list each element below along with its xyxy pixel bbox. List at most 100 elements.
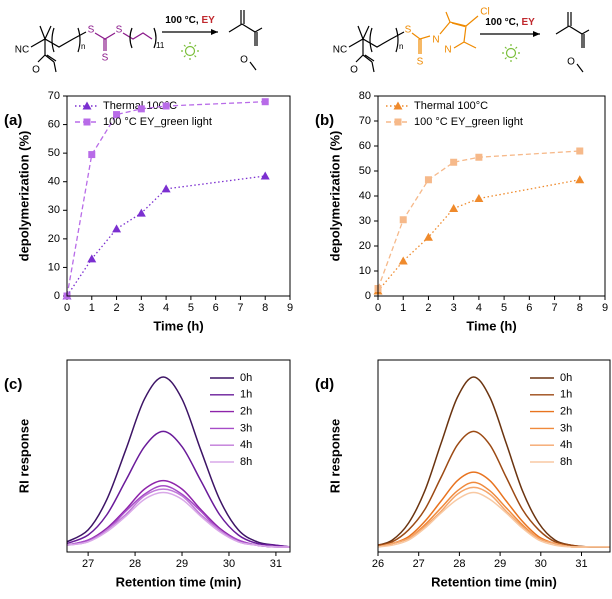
legend-label: 2h	[240, 406, 252, 418]
panel-label: (d)	[315, 376, 334, 393]
marker	[450, 158, 458, 166]
x-tick-label: 29	[176, 558, 188, 570]
y-tick-label: 40	[48, 176, 60, 188]
x-tick-label: 28	[129, 558, 141, 570]
y-tick-label: 60	[359, 140, 371, 152]
x-axis-title: Time (h)	[153, 318, 203, 333]
marker	[575, 175, 585, 184]
plot-frame	[66, 359, 291, 553]
legend-label: 2h	[560, 406, 572, 418]
atom-label: O	[350, 65, 358, 76]
series-line	[66, 479, 291, 548]
series-line	[66, 491, 291, 548]
x-tick-label: 8	[577, 302, 583, 314]
bonds	[411, 32, 431, 54]
legend-marker	[83, 118, 91, 126]
series-line	[66, 376, 291, 548]
series-line	[377, 430, 611, 548]
marker	[399, 216, 407, 224]
y-tick-label: 20	[48, 233, 60, 245]
y-tick-label: 30	[48, 204, 60, 216]
marker	[424, 176, 432, 184]
legend-marker	[82, 101, 92, 110]
atom-label: O	[32, 65, 40, 76]
x-tick-label: 31	[270, 558, 282, 570]
marker	[475, 153, 483, 161]
series-line	[66, 484, 291, 548]
condition-temp: 100 °C,	[485, 17, 521, 28]
series-line	[66, 101, 266, 297]
x-tick-label: 0	[64, 302, 70, 314]
x-tick-label: 5	[188, 302, 194, 314]
plot: (d) 26 27 28 29 30 31 Retention time (min) RI re…	[315, 359, 611, 589]
x-tick-label: 27	[413, 558, 425, 570]
ring	[439, 11, 479, 49]
marker	[260, 171, 270, 180]
plot: (b) 0 1 2 3 4 5 6 7 8 9 0 10 20 30 40 50 60 70 80 Time (h) de…	[315, 90, 608, 334]
plot-frame	[377, 95, 606, 297]
x-axis-title: Time (h)	[466, 318, 516, 333]
y-tick-label: 70	[359, 115, 371, 127]
panel-label: (a)	[4, 112, 22, 129]
atom-label: NC	[15, 45, 29, 56]
bonds	[228, 10, 263, 46]
series-line	[66, 430, 291, 548]
condition-temp: 100 °C,	[165, 15, 201, 26]
plot: (a) 0 1 2 3 4 5 6 7 8 9 0 10 20 30 40 50 60 70 Time (h) depo…	[4, 90, 293, 334]
x-tick-label: 3	[451, 302, 457, 314]
y-axis-title: RI response	[16, 419, 31, 493]
marker	[137, 105, 145, 113]
marker	[449, 204, 459, 212]
legend-label: 1h	[240, 389, 252, 401]
bonds	[348, 25, 405, 73]
y-tick-label: 40	[359, 190, 371, 202]
legend-label: 100 °C EY_green light	[103, 116, 212, 128]
marker	[113, 111, 121, 119]
series-line	[66, 175, 266, 297]
series-line	[377, 150, 580, 289]
marker	[162, 102, 170, 110]
atom-label: N	[444, 45, 451, 56]
y-axis-title: depolymerization (%)	[327, 131, 342, 262]
x-tick-label: 7	[237, 302, 243, 314]
x-axis-title: Retention time (min)	[431, 574, 557, 589]
x-tick-label: 7	[551, 302, 557, 314]
x-tick-label: 1	[400, 302, 406, 314]
arrow-head	[211, 29, 218, 35]
y-tick-label: 30	[359, 215, 371, 227]
bonds	[555, 12, 590, 48]
legend-label: 0h	[240, 372, 252, 384]
atom-label: n	[399, 42, 403, 51]
x-tick-label: 6	[213, 302, 219, 314]
atom-label: 11	[156, 41, 165, 50]
plot: (c) 27 28 29 30 31 Retention time (min) RI resp…	[4, 359, 291, 589]
marker	[576, 147, 584, 155]
scheme-right: NC O n S S N N Cl 100 °C, EY O	[333, 7, 590, 76]
legend-label: 100 °C EY_green light	[414, 116, 523, 128]
atom-label: NC	[333, 45, 347, 56]
atom-label: S	[88, 25, 95, 36]
marker	[261, 98, 269, 106]
marker	[88, 151, 96, 159]
bracket	[369, 27, 399, 53]
panel-label: (c)	[4, 376, 22, 393]
bonds	[576, 63, 584, 73]
catalyst: EY	[521, 17, 535, 28]
atom-label: O	[567, 57, 575, 68]
y-tick-label: 50	[48, 147, 60, 159]
y-tick-label: 0	[365, 290, 371, 302]
x-tick-label: 9	[602, 302, 608, 314]
x-tick-label: 1	[89, 302, 95, 314]
catalyst: EY	[201, 15, 215, 26]
y-tick-label: 60	[48, 118, 60, 130]
plot-frame	[66, 95, 291, 297]
y-axis-title: depolymerization (%)	[16, 131, 31, 262]
legend-label: 8h	[240, 456, 252, 468]
marker	[474, 194, 484, 202]
x-tick-label: 27	[82, 558, 94, 570]
light-icon	[181, 42, 199, 60]
bonds	[94, 32, 153, 51]
legend-marker	[394, 118, 402, 126]
series-line	[377, 491, 610, 548]
